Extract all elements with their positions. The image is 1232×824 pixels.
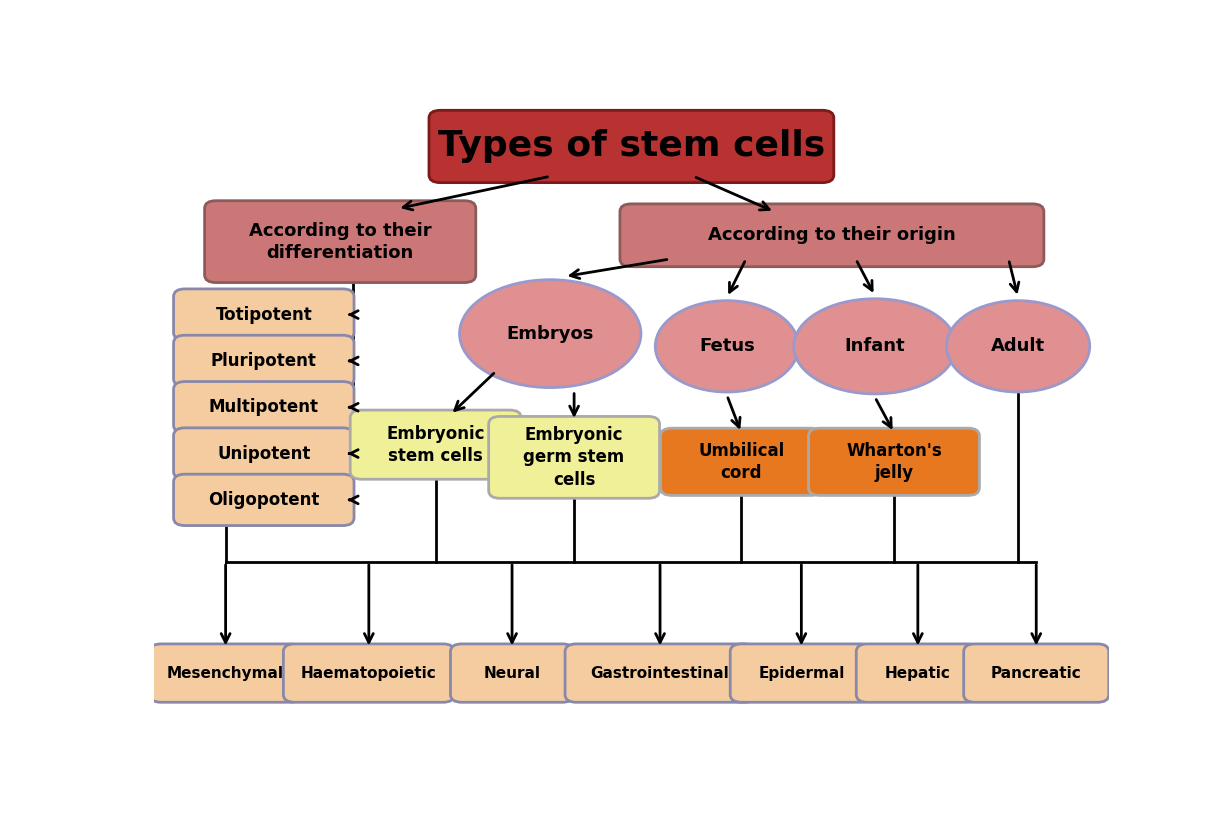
Text: Mesenchymal: Mesenchymal	[168, 666, 285, 681]
FancyBboxPatch shape	[620, 204, 1044, 267]
FancyBboxPatch shape	[350, 410, 521, 480]
Text: Gastrointestinal: Gastrointestinal	[590, 666, 729, 681]
Text: Hepatic: Hepatic	[885, 666, 951, 681]
FancyBboxPatch shape	[174, 289, 354, 340]
Ellipse shape	[946, 301, 1090, 392]
Text: Unipotent: Unipotent	[217, 445, 310, 462]
FancyBboxPatch shape	[565, 644, 755, 702]
Text: Types of stem cells: Types of stem cells	[437, 129, 825, 163]
Text: Wharton's
jelly: Wharton's jelly	[846, 442, 941, 482]
Text: According to their origin: According to their origin	[708, 227, 956, 244]
Text: Embryonic
germ stem
cells: Embryonic germ stem cells	[524, 426, 625, 489]
FancyBboxPatch shape	[963, 644, 1109, 702]
Text: Pancreatic: Pancreatic	[991, 666, 1082, 681]
FancyBboxPatch shape	[429, 110, 834, 183]
Text: Umbilical
cord: Umbilical cord	[699, 442, 785, 482]
Text: Pluripotent: Pluripotent	[211, 352, 317, 370]
Text: Embryos: Embryos	[506, 325, 594, 343]
FancyBboxPatch shape	[808, 428, 979, 495]
Text: Adult: Adult	[991, 337, 1045, 355]
Text: Multipotent: Multipotent	[208, 398, 319, 416]
Text: Totipotent: Totipotent	[216, 306, 312, 324]
FancyBboxPatch shape	[283, 644, 455, 702]
Text: Oligopotent: Oligopotent	[208, 491, 319, 509]
FancyBboxPatch shape	[174, 474, 354, 526]
Ellipse shape	[655, 301, 798, 392]
FancyBboxPatch shape	[174, 428, 354, 480]
Text: Embryonic
stem cells: Embryonic stem cells	[387, 424, 485, 465]
FancyBboxPatch shape	[489, 416, 659, 499]
FancyBboxPatch shape	[451, 644, 574, 702]
FancyBboxPatch shape	[174, 382, 354, 433]
FancyBboxPatch shape	[174, 335, 354, 386]
Text: Neural: Neural	[483, 666, 541, 681]
Ellipse shape	[793, 299, 956, 394]
FancyBboxPatch shape	[660, 428, 822, 495]
FancyBboxPatch shape	[731, 644, 872, 702]
Text: Epidermal: Epidermal	[758, 666, 845, 681]
Text: According to their
differentiation: According to their differentiation	[249, 222, 431, 262]
Text: Fetus: Fetus	[699, 337, 755, 355]
FancyBboxPatch shape	[150, 644, 302, 702]
Ellipse shape	[460, 279, 641, 387]
FancyBboxPatch shape	[856, 644, 979, 702]
FancyBboxPatch shape	[205, 201, 476, 283]
Text: Haematopoietic: Haematopoietic	[301, 666, 436, 681]
Text: Infant: Infant	[845, 337, 906, 355]
